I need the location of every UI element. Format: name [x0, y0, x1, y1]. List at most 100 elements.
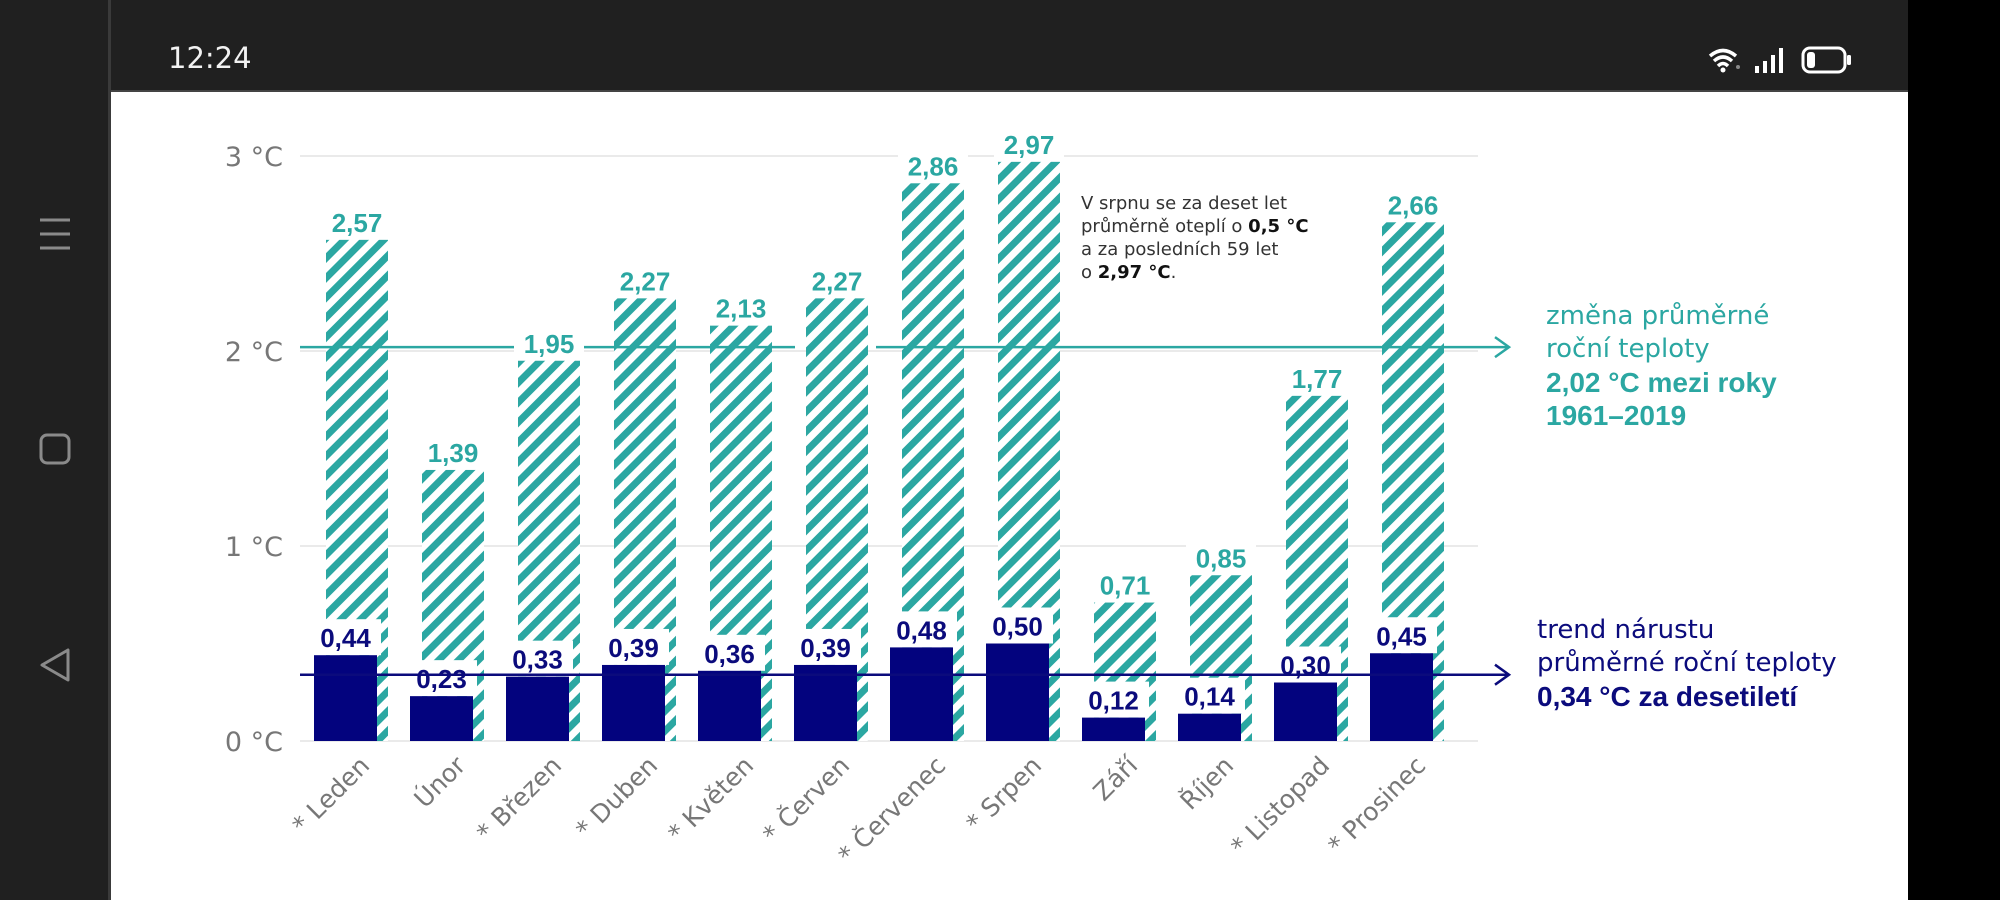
solid-bar [602, 664, 665, 741]
teal-value-label: 0,85 [1196, 543, 1247, 573]
navy-value-label: 0,33 [512, 645, 563, 675]
x-tick-label: * Leden [287, 751, 376, 840]
solid-bar [1274, 682, 1337, 741]
x-tick-label: * Červen [757, 750, 856, 849]
label-backing [994, 129, 1064, 160]
annotation-line-2: průměrně oteplí o 0,5 °C [1081, 216, 1309, 237]
navy-value-label: 0,23 [416, 664, 467, 694]
label-backing [982, 607, 1053, 644]
navy-value-label: 0,12 [1088, 686, 1139, 716]
teal-value-label: 2,97 [1004, 130, 1055, 160]
annotation-line-1: V srpnu se za deset let [1081, 193, 1288, 214]
screen-edge [1908, 0, 2000, 900]
label-backing [1378, 190, 1448, 221]
back-icon[interactable] [38, 647, 72, 683]
teal-value-label: 2,13 [716, 294, 767, 324]
solid-bar [698, 670, 761, 741]
label-backing [406, 660, 477, 697]
signal-icon [1755, 48, 1783, 73]
y-tick-label: 3 °C [225, 142, 283, 173]
solid-bar [1082, 717, 1145, 741]
legend-navy-line-1: trend nárustu [1537, 615, 1715, 645]
x-tick-label: Únor [408, 750, 472, 814]
recent-apps-icon[interactable] [38, 214, 72, 254]
teal-value-label: 1,39 [428, 438, 479, 468]
label-backing [1366, 617, 1437, 654]
label-backing [694, 634, 765, 671]
navy-value-label: 0,39 [608, 633, 659, 663]
solid-bar [986, 643, 1049, 741]
legend-teal-line-1: změna průměrné [1546, 301, 1770, 331]
y-tick-label: 2 °C [225, 337, 283, 368]
solid-bar [1178, 713, 1241, 741]
solid-bar [794, 664, 857, 741]
legend-decadal-trend: trend nárustu průměrné roční teploty 0,3… [1537, 614, 1837, 713]
label-backing [1174, 677, 1245, 714]
x-tick-label: * Duben [570, 751, 663, 844]
status-bar: 12:24 [111, 0, 1908, 92]
annotation-line-4: o 2,97 °C. [1081, 262, 1177, 283]
bar-chart: 2,57 0,44 1,39 0,23 1,95 0,33 2,27 0,39 2,13 0,36… [225, 129, 1512, 869]
clock: 12:24 [168, 41, 252, 75]
solid-bar [314, 655, 377, 741]
navy-value-label: 0,36 [704, 639, 755, 669]
teal-value-label: 2,86 [908, 151, 959, 181]
teal-value-label: 2,27 [812, 266, 863, 296]
solid-bar [890, 647, 953, 741]
teal-value-label: 0,71 [1100, 571, 1151, 601]
navy-value-label: 0,45 [1376, 621, 1427, 651]
home-icon[interactable] [38, 432, 72, 466]
navy-value-label: 0,48 [896, 615, 947, 645]
label-backing [418, 437, 488, 468]
label-backing [790, 628, 861, 665]
label-backing [1090, 570, 1160, 601]
label-backing [1186, 543, 1256, 574]
label-backing [610, 266, 680, 297]
label-backing [706, 293, 776, 324]
label-backing [322, 207, 392, 238]
x-tick-label: * Květen [662, 751, 759, 848]
navy-value-label: 0,44 [320, 623, 371, 653]
battery-icon [1801, 46, 1851, 74]
label-backing [514, 328, 584, 359]
navigation-bar [0, 0, 111, 900]
x-tick-label: Září [1088, 750, 1144, 806]
label-backing [310, 619, 381, 656]
legend-navy-line-3: 0,34 °C za desetiletí [1537, 681, 1798, 712]
label-backing [1078, 681, 1149, 718]
legend-teal-line-4: 1961–2019 [1546, 400, 1687, 431]
teal-value-label: 2,57 [332, 208, 383, 238]
solid-bar [410, 696, 473, 741]
navy-value-label: 0,30 [1280, 651, 1331, 681]
teal-value-label: 2,66 [1388, 190, 1439, 220]
x-tick-label: * Listopad [1225, 751, 1335, 861]
label-backing [898, 151, 968, 182]
label-backing [1270, 646, 1341, 683]
navy-value-label: 0,39 [800, 633, 851, 663]
wifi-icon [1708, 48, 1740, 73]
arrow-icon [1494, 336, 1512, 359]
legend-annual-change: změna průměrné roční teploty 2,02 °C mez… [1546, 300, 1777, 432]
august-annotation: V srpnu se za deset let průměrně oteplí … [1081, 192, 1309, 284]
solid-bar [1370, 653, 1433, 741]
y-tick-label: 1 °C [225, 532, 283, 563]
teal-value-label: 1,95 [524, 329, 575, 359]
solid-bar [506, 676, 569, 741]
annotation-line-3: a za posledních 59 let [1081, 239, 1279, 260]
chart-container: 2,57 0,44 1,39 0,23 1,95 0,33 2,27 0,39 2,13 0,36… [111, 92, 1908, 900]
arrow-icon [1494, 663, 1512, 686]
x-tick-label: * Březen [471, 751, 567, 847]
legend-teal-line-2: roční teploty [1546, 334, 1710, 364]
legend-teal-line-3: 2,02 °C mezi roky [1546, 367, 1777, 398]
label-backing [802, 266, 872, 297]
x-tick-label: * Srpen [960, 751, 1047, 838]
navy-value-label: 0,50 [992, 612, 1043, 642]
teal-value-label: 1,77 [1292, 364, 1343, 394]
label-backing [598, 628, 669, 665]
x-tick-label: * Prosinec [1322, 751, 1431, 860]
y-tick-label: 0 °C [225, 727, 283, 758]
label-backing [502, 640, 573, 677]
legend-navy-line-2: průměrné roční teploty [1537, 648, 1837, 678]
x-tick-label: Říjen [1175, 751, 1240, 816]
label-backing [886, 611, 957, 648]
